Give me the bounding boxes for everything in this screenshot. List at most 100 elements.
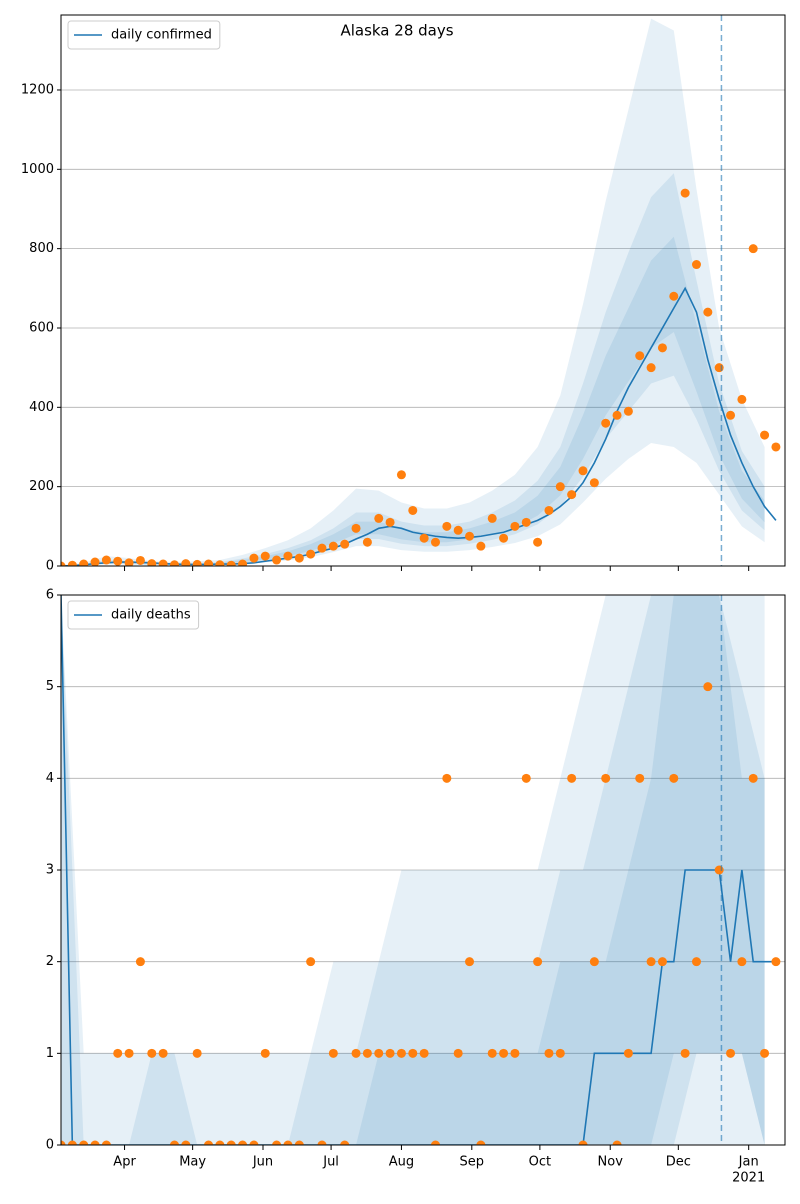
data-point bbox=[169, 560, 179, 566]
data-point bbox=[487, 513, 497, 523]
x-tick-label: Aug bbox=[389, 1155, 414, 1170]
data-point bbox=[408, 505, 418, 515]
data-point bbox=[249, 553, 259, 563]
y-tick-label: 0 bbox=[46, 559, 54, 574]
data-point bbox=[771, 442, 781, 452]
data-point bbox=[726, 1048, 736, 1058]
data-point bbox=[340, 1140, 350, 1145]
confidence-band bbox=[61, 595, 765, 1145]
data-point bbox=[453, 1048, 463, 1058]
data-point bbox=[669, 773, 679, 783]
data-point bbox=[158, 559, 168, 566]
data-point bbox=[61, 561, 66, 566]
chart-title: Alaska 28 days bbox=[340, 22, 453, 40]
data-point bbox=[714, 363, 724, 373]
data-point bbox=[544, 505, 554, 515]
x-tick-label: Sep bbox=[460, 1155, 485, 1170]
x-tick-label: Jul bbox=[322, 1155, 339, 1170]
data-point bbox=[635, 773, 645, 783]
data-point bbox=[215, 1140, 225, 1145]
data-point bbox=[79, 559, 89, 566]
data-point bbox=[748, 244, 758, 254]
data-point bbox=[703, 682, 713, 692]
data-point bbox=[623, 406, 633, 416]
data-point bbox=[351, 523, 361, 533]
data-point bbox=[646, 957, 656, 967]
data-point bbox=[589, 957, 599, 967]
data-point bbox=[760, 430, 770, 440]
data-point bbox=[589, 478, 599, 488]
y-tick-label: 4 bbox=[46, 771, 54, 786]
data-point bbox=[192, 559, 202, 566]
data-point bbox=[215, 560, 225, 566]
data-point bbox=[465, 957, 475, 967]
legend-box bbox=[67, 20, 221, 50]
data-point bbox=[748, 773, 758, 783]
data-point bbox=[453, 525, 463, 535]
y-tick-label: 1000 bbox=[21, 162, 54, 177]
data-point bbox=[521, 517, 531, 527]
data-point bbox=[294, 1140, 304, 1145]
data-point bbox=[408, 1048, 418, 1058]
data-point bbox=[147, 559, 157, 566]
data-point bbox=[90, 557, 100, 566]
data-point bbox=[646, 363, 656, 373]
data-point bbox=[90, 1140, 100, 1145]
data-point bbox=[691, 260, 701, 270]
data-point bbox=[533, 537, 543, 547]
x-tick-label: Dec bbox=[666, 1155, 691, 1170]
data-point bbox=[260, 551, 270, 561]
data-point bbox=[601, 773, 611, 783]
data-point bbox=[555, 482, 565, 492]
data-point bbox=[79, 1140, 89, 1145]
data-point bbox=[374, 1048, 384, 1058]
data-point bbox=[101, 1140, 111, 1145]
data-point bbox=[306, 957, 316, 967]
confidence-band bbox=[61, 595, 765, 1145]
data-point bbox=[499, 1048, 509, 1058]
data-point bbox=[135, 555, 145, 565]
data-point bbox=[113, 1048, 123, 1058]
x-tick-label: Nov bbox=[598, 1155, 624, 1170]
data-point bbox=[113, 556, 123, 566]
y-tick-label: 0 bbox=[46, 1138, 54, 1153]
data-point bbox=[601, 418, 611, 428]
data-point bbox=[67, 560, 77, 566]
y-tick-label: 2 bbox=[46, 954, 54, 969]
data-point bbox=[635, 351, 645, 361]
x-year-label: 2021 bbox=[732, 1171, 765, 1186]
data-point bbox=[328, 1048, 338, 1058]
data-point bbox=[67, 1140, 77, 1145]
data-point bbox=[657, 343, 667, 353]
data-point bbox=[226, 560, 236, 566]
x-tick-label: Jun bbox=[252, 1155, 273, 1170]
data-point bbox=[181, 1140, 191, 1145]
y-tick-label: 3 bbox=[46, 863, 54, 878]
y-tick-label: 200 bbox=[29, 479, 54, 494]
data-point bbox=[249, 1140, 259, 1145]
data-point bbox=[147, 1048, 157, 1058]
data-point bbox=[158, 1048, 168, 1058]
data-point bbox=[476, 541, 486, 551]
data-point bbox=[510, 521, 520, 531]
data-point bbox=[430, 537, 440, 547]
data-point bbox=[238, 559, 248, 566]
data-point bbox=[328, 541, 338, 551]
data-point bbox=[169, 1140, 179, 1145]
data-point bbox=[396, 1048, 406, 1058]
axes-frame bbox=[60, 14, 786, 567]
data-point bbox=[578, 466, 588, 476]
data-point bbox=[442, 773, 452, 783]
x-tick-label: Jan bbox=[738, 1155, 759, 1170]
data-point bbox=[487, 1048, 497, 1058]
data-point bbox=[124, 558, 134, 566]
data-point bbox=[510, 1048, 520, 1058]
data-point bbox=[430, 1140, 440, 1145]
confidence-band bbox=[61, 595, 765, 1145]
data-point bbox=[192, 1048, 202, 1058]
data-point bbox=[181, 559, 191, 566]
data-point bbox=[385, 1048, 395, 1058]
data-point bbox=[442, 521, 452, 531]
y-tick-label: 6 bbox=[46, 588, 54, 603]
